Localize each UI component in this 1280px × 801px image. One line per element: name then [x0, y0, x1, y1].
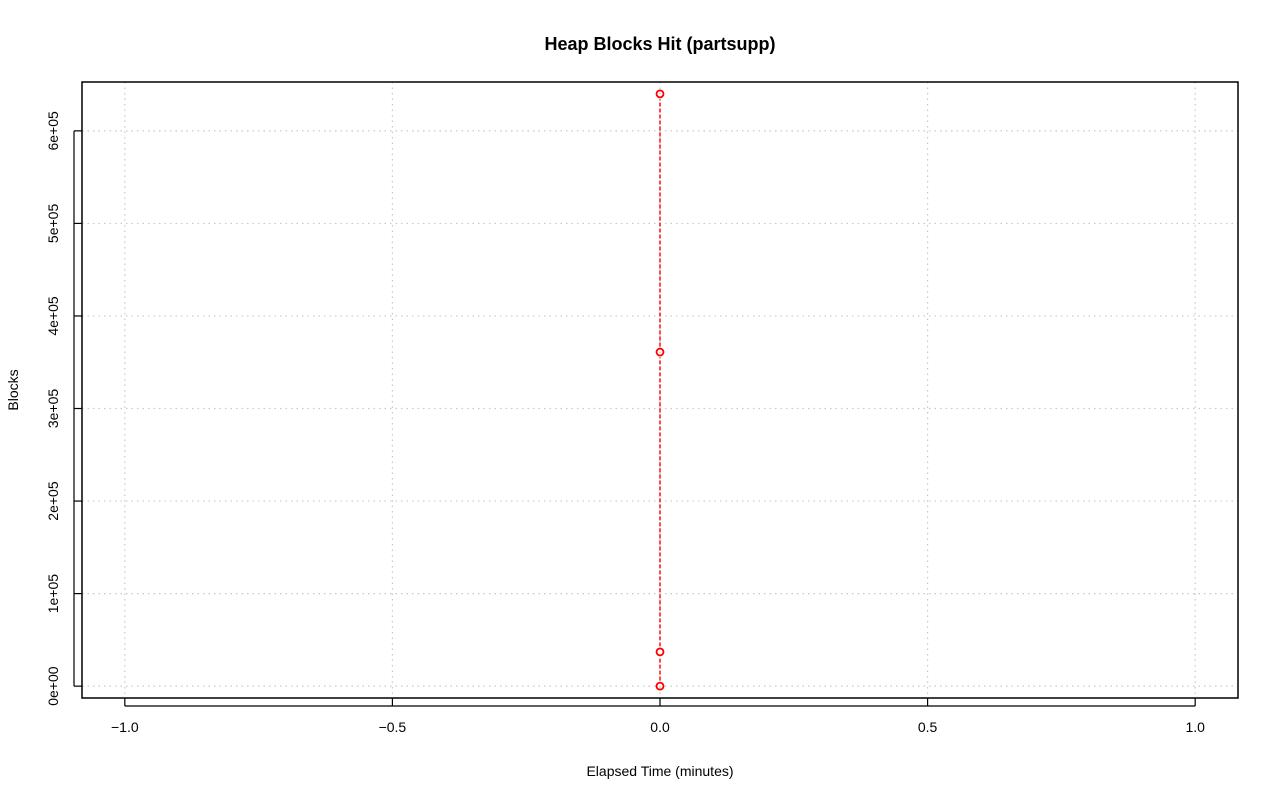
x-axis-label: Elapsed Time (minutes) [586, 763, 733, 779]
x-tick-label: 0.0 [650, 719, 670, 735]
y-tick-label: 3e+05 [45, 389, 61, 429]
x-tick-label: 0.5 [918, 719, 938, 735]
y-axis: 0e+00 1e+05 2e+05 3e+05 4e+05 5e+05 6e+05 [45, 111, 82, 706]
x-tick-label: −1.0 [111, 719, 139, 735]
series-layer [655, 89, 665, 691]
data-point [655, 347, 665, 357]
y-tick-label: 6e+05 [45, 111, 61, 151]
y-tick-label: 5e+05 [45, 204, 61, 244]
data-point [655, 89, 665, 99]
y-tick-label: 4e+05 [45, 296, 61, 336]
y-tick-label: 1e+05 [45, 574, 61, 614]
y-tick-label: 2e+05 [45, 481, 61, 521]
x-tick-label: −0.5 [379, 719, 407, 735]
x-axis: −1.0 −0.5 0.0 0.5 1.0 [111, 698, 1205, 735]
data-point [655, 681, 665, 691]
grid [82, 82, 1238, 698]
data-point [655, 647, 665, 657]
chart-title: Heap Blocks Hit (partsupp) [544, 34, 775, 54]
y-axis-label: Blocks [5, 369, 21, 410]
y-tick-label: 0e+00 [45, 666, 61, 706]
x-tick-label: 1.0 [1185, 719, 1205, 735]
